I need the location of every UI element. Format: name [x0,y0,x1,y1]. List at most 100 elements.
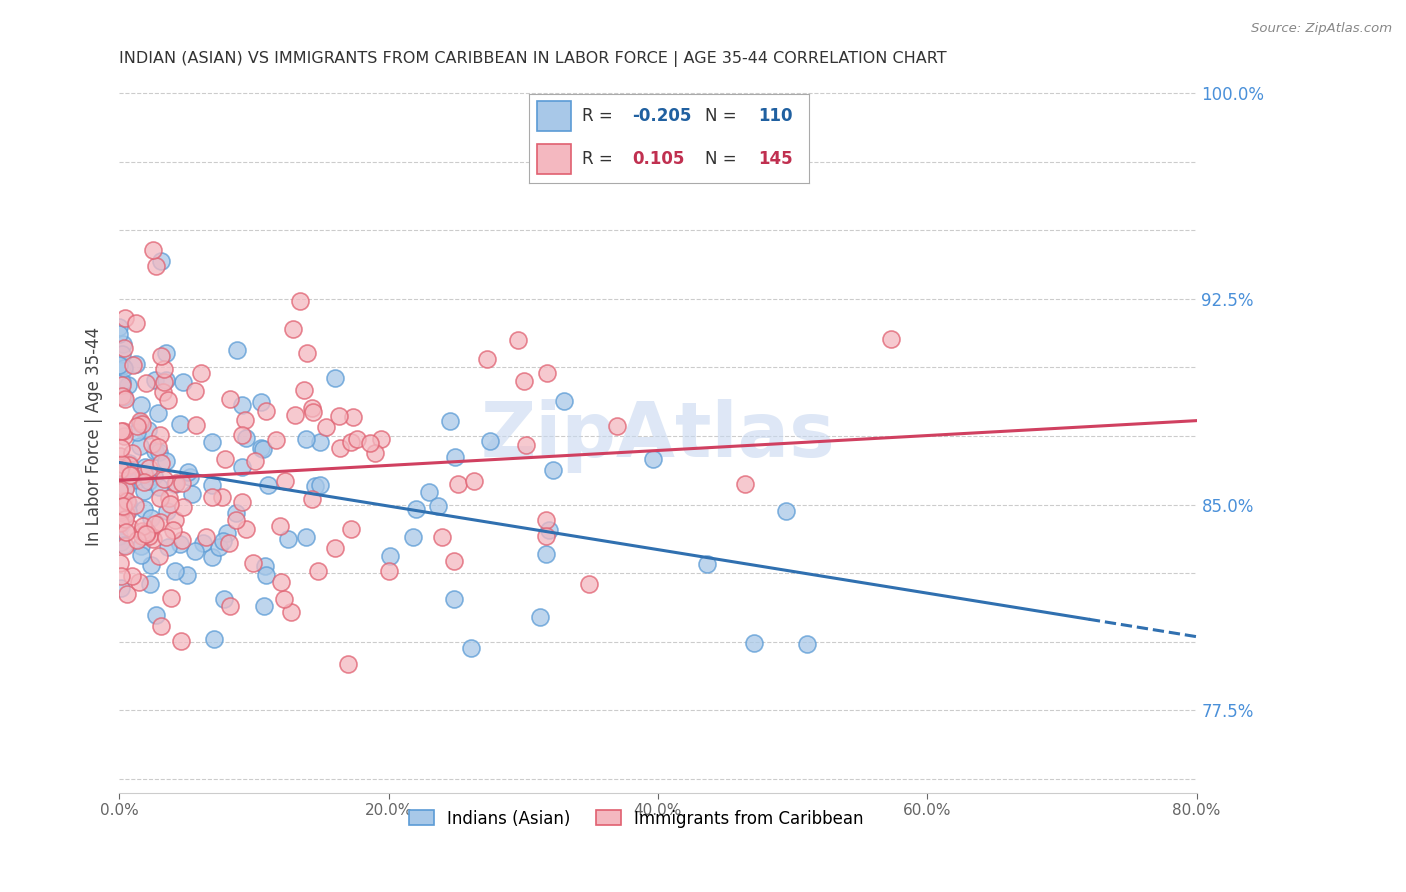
Point [169,417,191,431]
Point [796,637,818,651]
Y-axis label: In Labor Force | Age 35-44: In Labor Force | Age 35-44 [86,326,103,546]
Point [146,406,169,420]
Point [176,568,198,582]
Point [252,442,274,457]
Point [294,530,316,544]
Point [578,576,600,591]
Point [110,505,132,519]
Point [129,539,152,553]
Point [165,476,187,491]
Point [432,530,454,544]
Point [159,497,181,511]
Point [136,423,159,437]
Point [165,477,187,491]
Point [132,484,155,499]
Point [156,540,179,554]
Point [155,453,177,467]
Point [217,526,239,541]
Point [162,523,184,537]
Point [108,459,131,474]
Point [290,294,312,309]
Point [172,375,194,389]
Point [115,525,138,540]
Point [150,350,173,364]
Point [201,434,224,449]
Point [176,465,198,479]
Point [328,409,350,424]
Point [117,378,139,392]
Point [143,443,166,458]
Point [112,499,135,513]
Point [120,467,142,482]
Point [364,446,387,460]
Point [606,418,628,433]
Point [117,471,139,485]
Point [155,530,177,544]
Point [536,547,558,561]
Point [245,454,267,468]
Point [169,537,191,551]
Point [280,605,302,619]
Point [115,479,138,493]
Point [139,577,162,591]
Point [108,503,131,517]
Point [120,521,142,535]
Point [277,532,299,546]
Point [121,446,143,460]
Text: INDIAN (ASIAN) VS IMMIGRANTS FROM CARIBBEAN IN LABOR FORCE | AGE 35-44 CORRELATI: INDIAN (ASIAN) VS IMMIGRANTS FROM CARIBB… [120,51,946,67]
Point [696,557,718,571]
Point [880,333,903,347]
Point [337,657,360,671]
Point [249,442,271,456]
Point [405,502,427,516]
Point [235,522,257,536]
Point [194,530,217,544]
Point [143,517,166,532]
Point [139,511,162,525]
Point [124,498,146,512]
Point [340,522,363,536]
Point [131,529,153,543]
Point [110,556,132,570]
Point [184,417,207,432]
Point [270,574,292,589]
Point [114,461,136,475]
Point [155,346,177,360]
Point [309,435,332,450]
Point [463,474,485,488]
Point [110,581,132,595]
Point [160,591,183,605]
Point [155,373,177,387]
Point [283,322,305,336]
Point [553,394,575,409]
Point [110,534,132,549]
Point [125,419,148,434]
Point [141,437,163,451]
Point [201,549,224,564]
Point [111,378,134,392]
Point [128,416,150,430]
Point [172,533,194,548]
Point [443,591,465,606]
Point [212,591,235,606]
Point [323,541,346,556]
Point [538,523,561,537]
Point [169,634,191,648]
Point [111,500,134,515]
Point [134,460,156,475]
Text: Source: ZipAtlas.com: Source: ZipAtlas.com [1251,22,1392,36]
Point [402,531,425,545]
Point [191,536,214,550]
Point [112,538,135,552]
Point [226,343,249,357]
Point [108,516,131,530]
Point [110,441,132,455]
Point [150,254,173,268]
Point [242,556,264,570]
Point [426,499,449,513]
Point [127,473,149,487]
Point [108,516,131,530]
Point [108,327,131,342]
Point [129,548,152,562]
Point [225,506,247,520]
